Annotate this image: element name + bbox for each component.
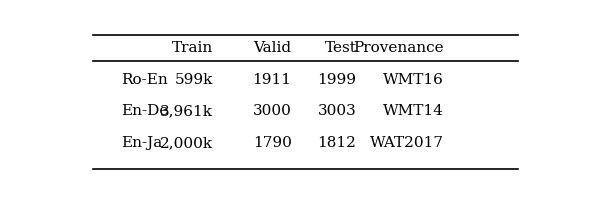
Text: WAT2017: WAT2017 (370, 136, 444, 150)
Text: Valid: Valid (253, 41, 291, 55)
Text: 1790: 1790 (253, 136, 291, 150)
Text: 3003: 3003 (318, 104, 356, 118)
Text: En-De: En-De (120, 104, 168, 118)
Text: Provenance: Provenance (353, 41, 444, 55)
Text: 599k: 599k (175, 73, 213, 87)
Text: 1999: 1999 (317, 73, 356, 87)
Text: 3000: 3000 (253, 104, 291, 118)
Text: 1812: 1812 (318, 136, 356, 150)
Text: Train: Train (172, 41, 213, 55)
Text: 3,961k: 3,961k (160, 104, 213, 118)
Text: WMT16: WMT16 (383, 73, 444, 87)
Text: WMT14: WMT14 (383, 104, 444, 118)
Text: Test: Test (324, 41, 356, 55)
Text: Ro-En: Ro-En (120, 73, 167, 87)
Text: 2,000k: 2,000k (160, 136, 213, 150)
Text: En-Ja: En-Ja (120, 136, 162, 150)
Text: 1911: 1911 (253, 73, 291, 87)
